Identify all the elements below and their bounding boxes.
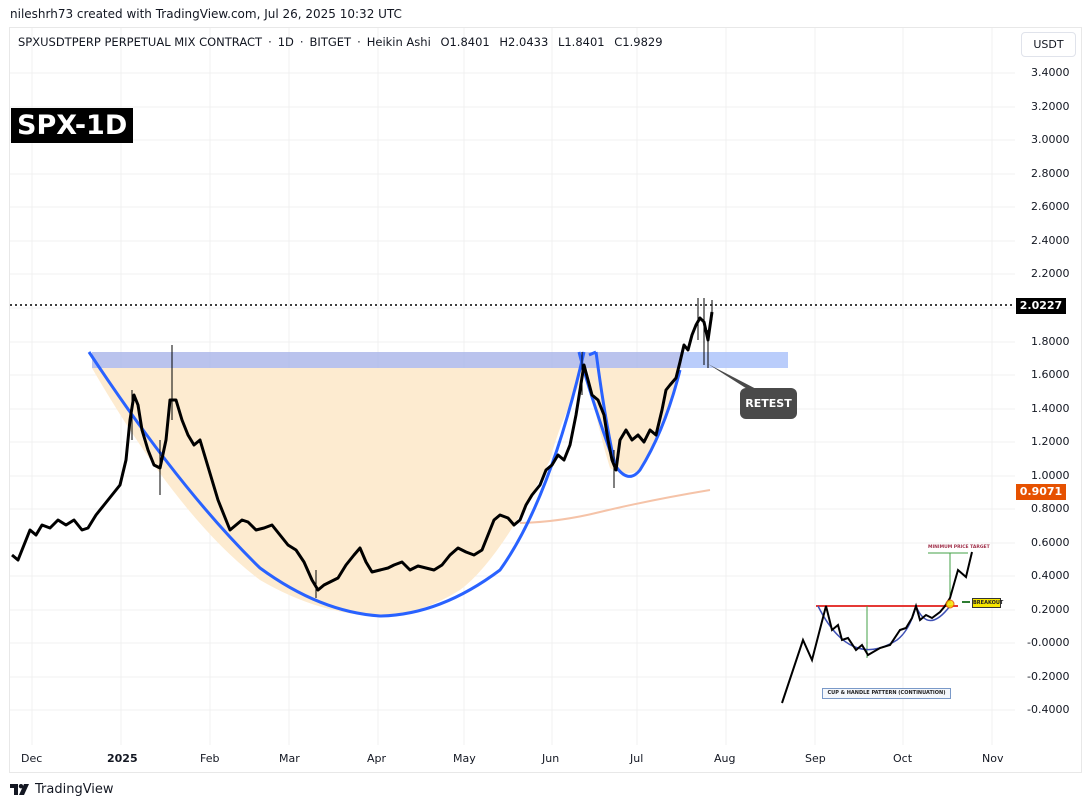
candle-wicks	[131, 298, 713, 598]
inset-cup-handle-diagram	[781, 551, 973, 704]
price-tick: 0.8000	[1031, 502, 1070, 515]
time-tick: Sep	[805, 752, 826, 765]
price-tick: 0.6000	[1031, 536, 1070, 549]
moving-average-price-tag: 0.9071	[1016, 484, 1066, 500]
price-tick: 2.6000	[1031, 200, 1070, 213]
chart-frame	[9, 27, 1082, 773]
cup-curve	[87, 351, 586, 618]
price-tick: 2.4000	[1031, 234, 1070, 247]
price-tick: -0.2000	[1027, 670, 1070, 683]
legend-chart-type: Heikin Ashi	[366, 35, 431, 49]
current-price-tag: 2.0227	[1016, 298, 1066, 314]
inset-pattern-label: CUP & HANDLE PATTERN (CONTINUATION)	[822, 688, 951, 699]
price-tick: 3.0000	[1031, 133, 1070, 146]
legend-low: L1.8401	[557, 35, 605, 49]
price-tick: 0.4000	[1031, 569, 1070, 582]
price-tick: 3.4000	[1031, 66, 1070, 79]
legend-high: H2.0433	[499, 35, 549, 49]
inset-target-label: MINIMUM PRICE TARGET	[928, 545, 990, 550]
moving-average-line	[519, 489, 711, 524]
chart-credit: nileshrh73 created with TradingView.com,…	[10, 7, 402, 21]
price-tick: 1.6000	[1031, 368, 1070, 381]
legend-open: O1.8401	[440, 35, 490, 49]
tradingview-brand: TradingView	[35, 782, 114, 797]
price-tick: 1.2000	[1031, 435, 1070, 448]
time-tick: Jun	[542, 752, 560, 765]
time-tick: 2025	[107, 752, 138, 765]
symbol-legend: SPXUSDTPERP PERPETUAL MIX CONTRACT · 1D · BI…	[18, 35, 663, 49]
handle-curve	[588, 350, 682, 478]
price-tick: 0.2000	[1031, 603, 1070, 616]
retest-zone	[682, 352, 788, 368]
price-tick: 1.8000	[1031, 335, 1070, 348]
inset-breakout-label: BREAKOUT	[972, 598, 1004, 608]
currency-unit-button[interactable]: USDT	[1021, 32, 1076, 57]
cup-fill	[92, 368, 588, 616]
tradingview-logo[interactable]: TradingView	[10, 782, 114, 797]
legend-symbol: SPXUSDTPERP PERPETUAL MIX CONTRACT	[18, 35, 263, 49]
title-badge: SPX-1D	[11, 108, 134, 143]
time-tick: Dec	[21, 752, 43, 765]
price-candles	[11, 311, 714, 592]
chart-plot-area[interactable]	[10, 28, 1015, 745]
legend-exchange: BITGET	[309, 35, 352, 49]
price-tick: -0.4000	[1027, 703, 1070, 716]
retest-pointer	[708, 364, 762, 392]
price-tick: 2.8000	[1031, 167, 1070, 180]
price-tick: 3.2000	[1031, 100, 1070, 113]
time-tick: Aug	[714, 752, 736, 765]
time-tick: Nov	[982, 752, 1004, 765]
legend-close: C1.9829	[614, 35, 663, 49]
price-tick: 1.4000	[1031, 402, 1070, 415]
retest-callout: RETEST	[740, 388, 797, 419]
time-tick: Apr	[367, 752, 387, 765]
time-tick: Oct	[893, 752, 913, 765]
price-tick: 1.0000	[1031, 469, 1070, 482]
tradingview-logo-icon	[10, 784, 29, 795]
resistance-zone	[92, 352, 682, 368]
price-tick: -0.0000	[1027, 636, 1070, 649]
time-tick: Mar	[279, 752, 300, 765]
time-tick: Feb	[200, 752, 220, 765]
price-tick: 2.2000	[1031, 267, 1070, 280]
time-tick: Jul	[630, 752, 644, 765]
time-tick: May	[453, 752, 476, 765]
legend-interval: 1D	[277, 35, 294, 49]
